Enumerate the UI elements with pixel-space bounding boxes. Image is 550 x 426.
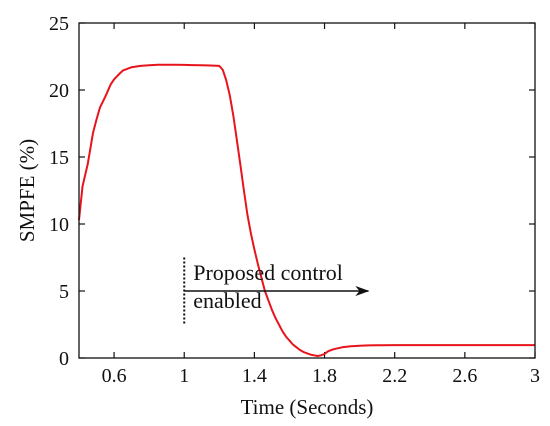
ticks-layer: 0.6 1 1.4 1.8 2.2 2.6 3 0 5 10 15 20 25 [49, 13, 540, 387]
x-tick-label: 2.2 [382, 365, 407, 387]
plot-frame [78, 22, 536, 359]
y-tick-label: 15 [49, 147, 69, 169]
annotation-text-line-2: enabled [193, 288, 261, 313]
x-tick-label: 0.6 [102, 365, 127, 387]
y-tick-label: 25 [49, 13, 69, 35]
x-tick-label: 1.8 [312, 365, 337, 387]
series-line [78, 63, 535, 357]
annotation-text-line-1: Proposed control [193, 260, 343, 285]
x-tick-label: 3 [530, 365, 540, 387]
x-tick-label: 1 [179, 365, 189, 387]
x-tick-label: 1.4 [242, 365, 267, 387]
y-axis-label: SMPFE (%) [15, 139, 39, 242]
y-tick-label: 5 [59, 281, 69, 303]
x-axis-label: Time (Seconds) [241, 395, 374, 419]
y-tick-label: 20 [49, 80, 69, 102]
annotation-layer: Proposed control enabled [183, 257, 370, 325]
y-tick-label: 0 [59, 348, 69, 370]
y-tick-label: 10 [49, 214, 69, 236]
plot-layer [78, 63, 535, 357]
x-tick-label: 2.6 [452, 365, 477, 387]
